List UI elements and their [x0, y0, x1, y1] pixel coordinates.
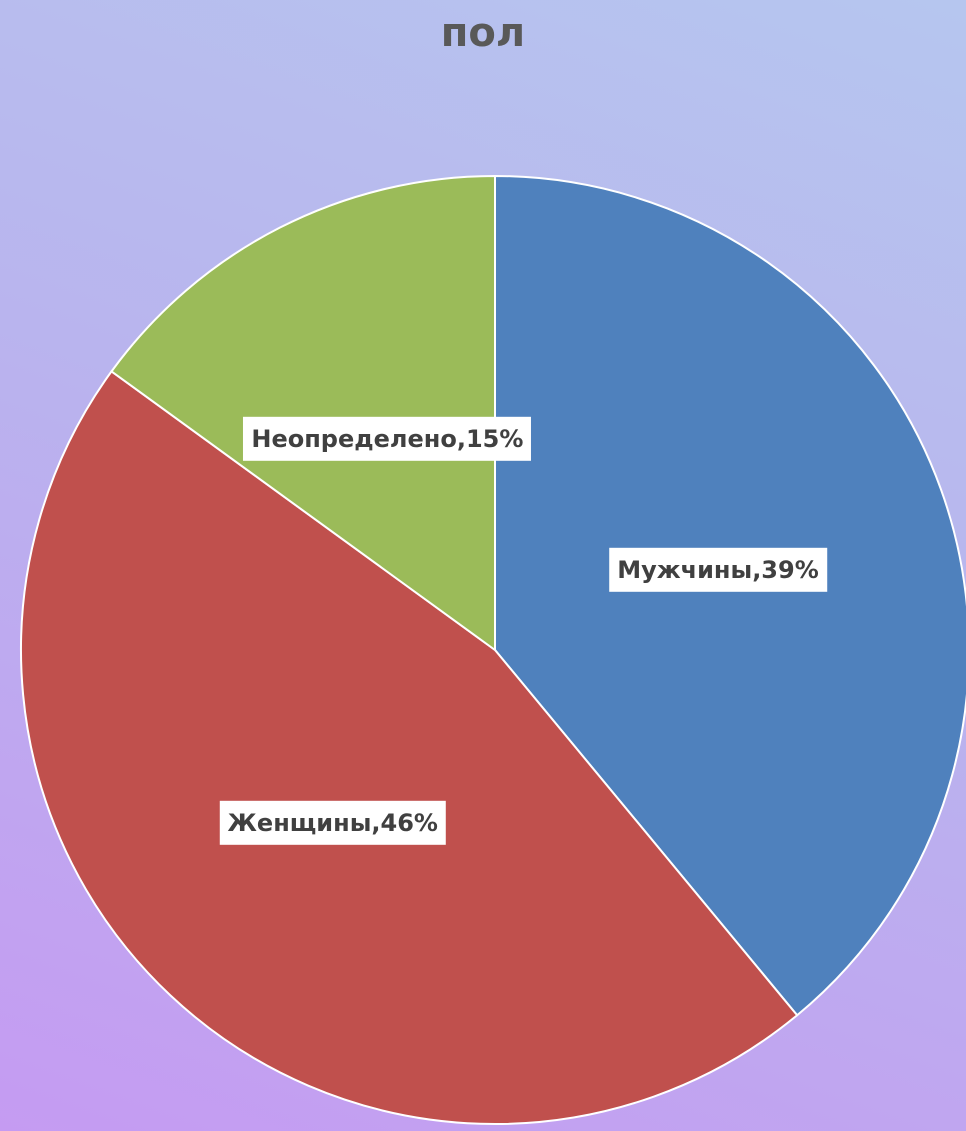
data-label: Мужчины,39%	[609, 547, 827, 592]
data-label: Неопределено,15%	[243, 416, 532, 462]
pie-slice	[494, 174, 966, 1017]
pie-slice	[110, 174, 496, 652]
pie-slice	[20, 369, 799, 1125]
data-label: Женщины,46%	[219, 800, 446, 845]
chart-title: пол	[440, 10, 526, 56]
